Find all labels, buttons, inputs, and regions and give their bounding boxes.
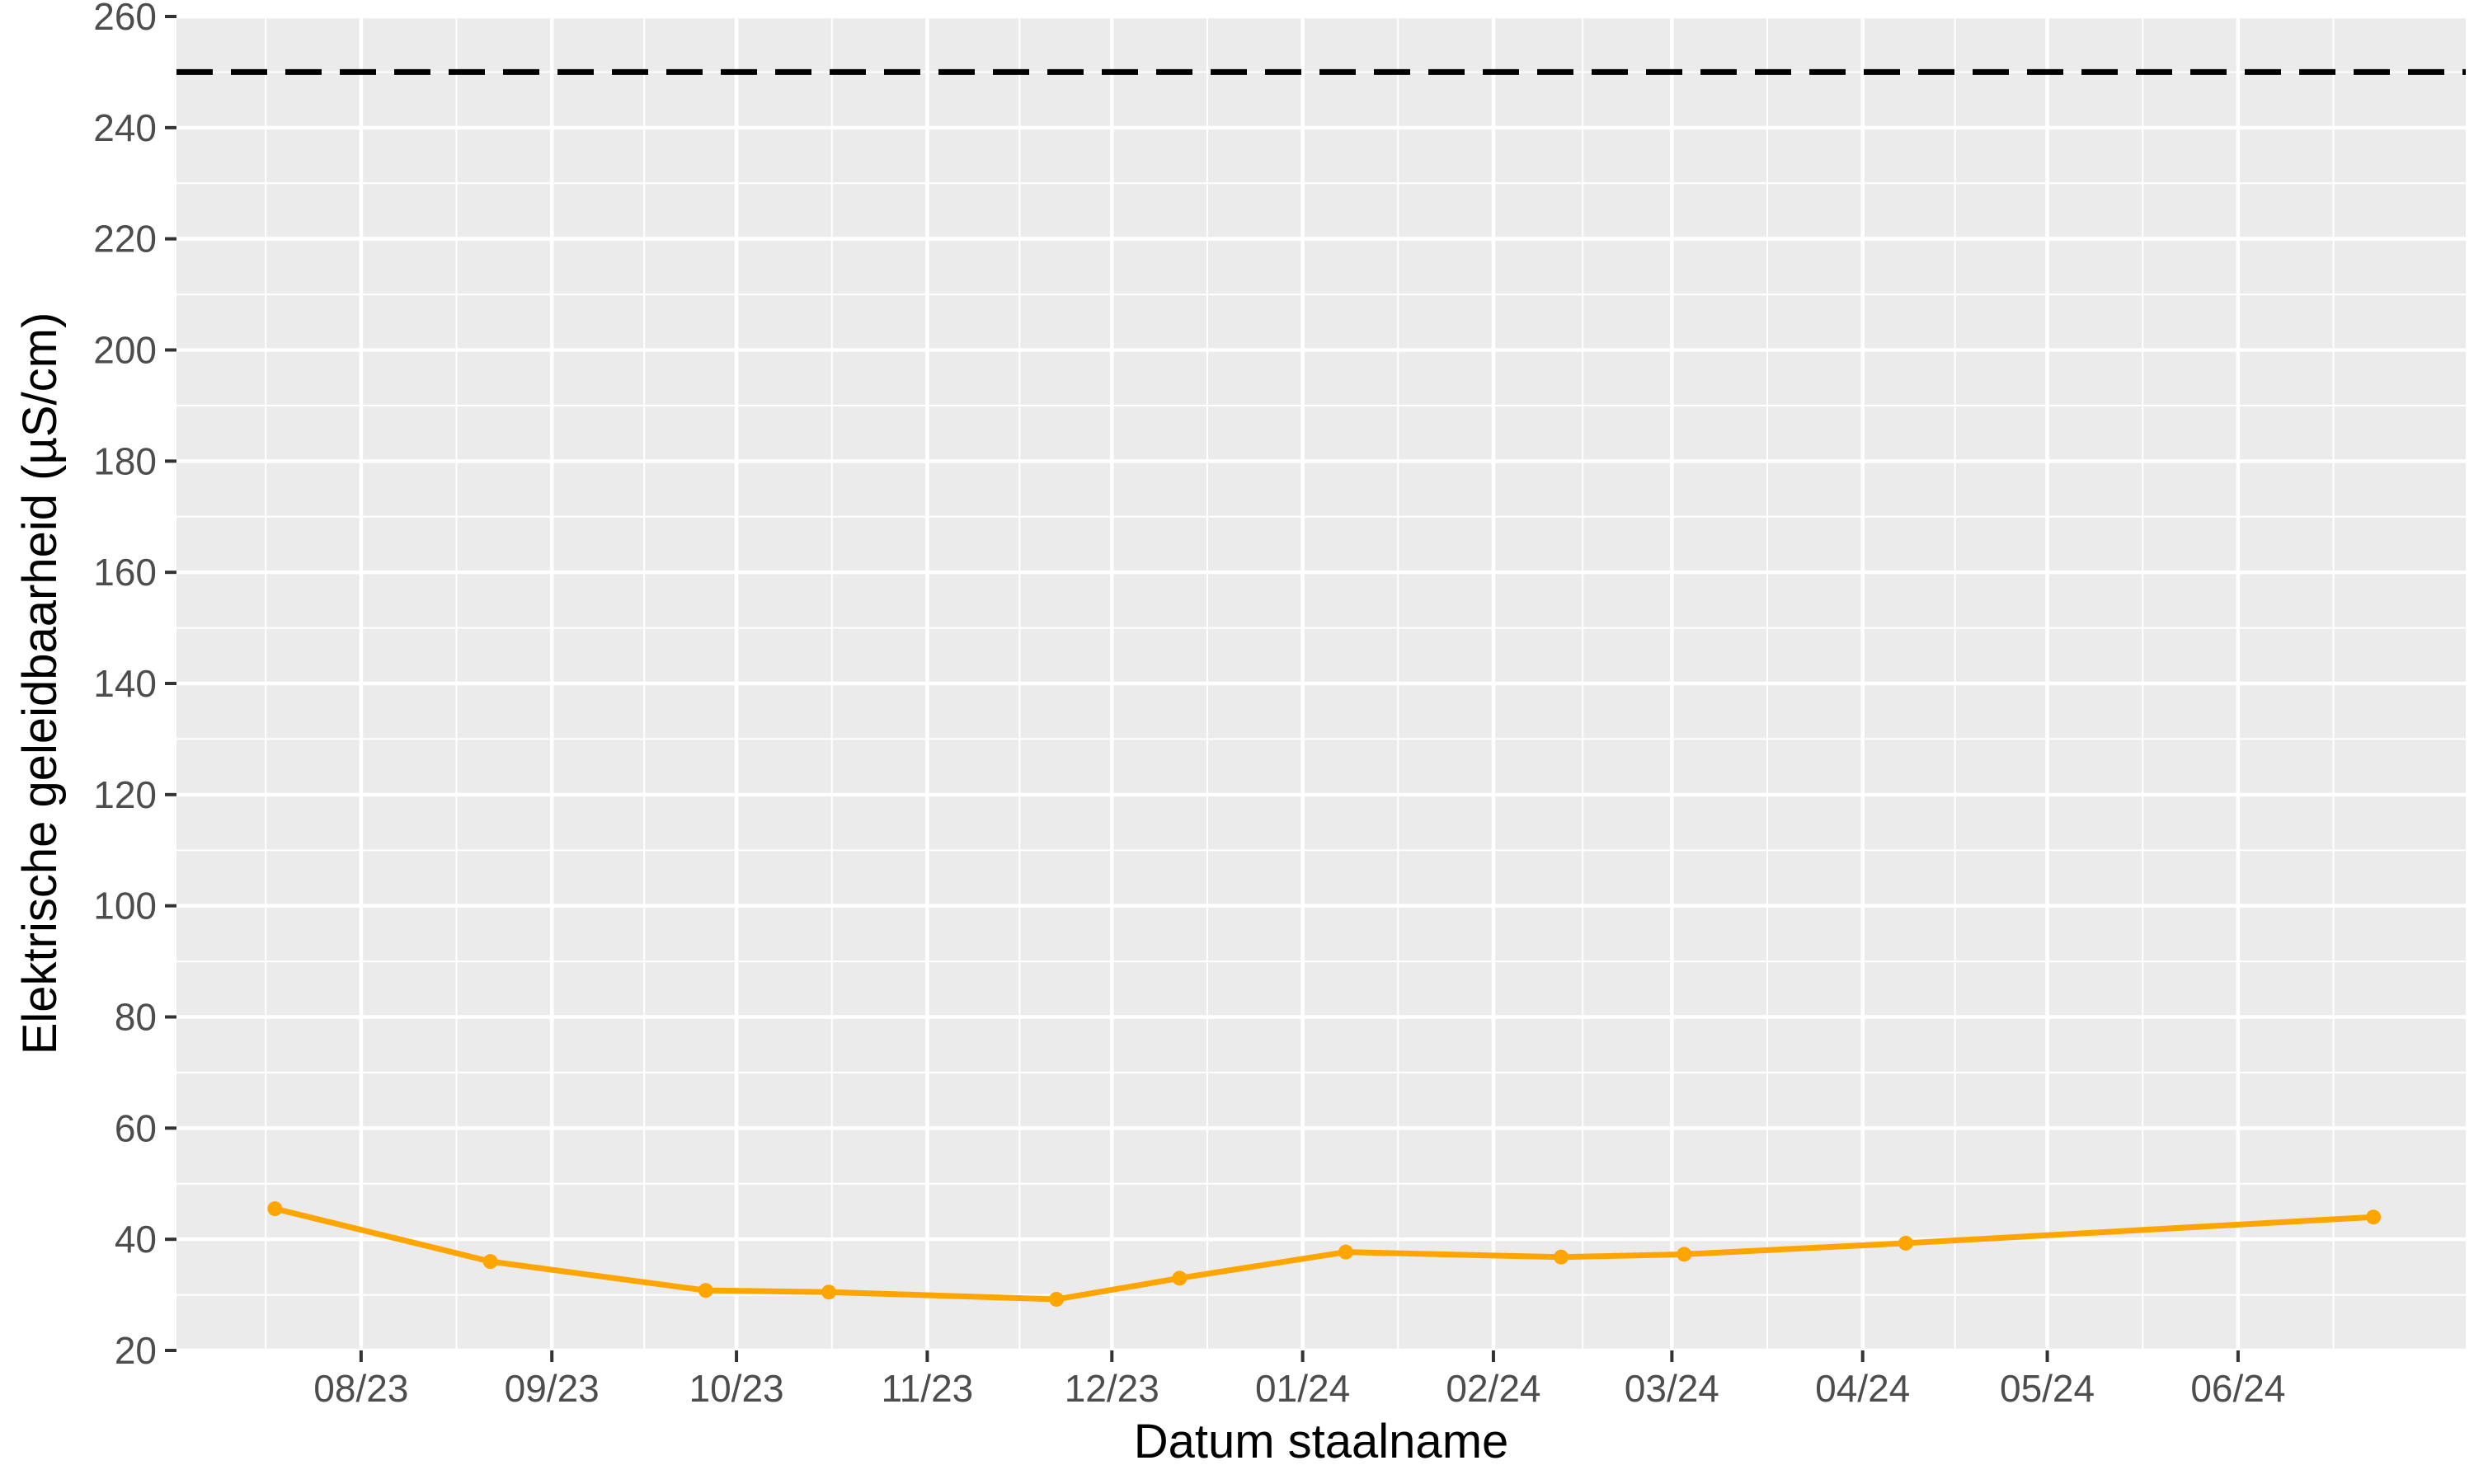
x-tick-label: 06/24 (2190, 1367, 2285, 1410)
y-tick-label: 180 (93, 439, 157, 482)
x-tick-label: 01/24 (1255, 1367, 1350, 1410)
data-point (1049, 1291, 1065, 1307)
series-group (267, 1201, 2382, 1307)
data-point (1677, 1247, 1692, 1262)
y-tick-label: 240 (93, 106, 157, 149)
data-point (821, 1284, 837, 1300)
data-point (267, 1201, 283, 1217)
y-tick-label: 80 (115, 996, 157, 1039)
y-tick-label: 20 (115, 1329, 157, 1372)
y-axis-title: Elektrische geleidbaarheid (µS/cm) (13, 312, 67, 1055)
axis-ticks (165, 15, 2240, 1362)
y-tick-labels: 20 40 60 80 100 120 140 160 180 200 220 240 260 (93, 0, 157, 1372)
x-tick-label: 04/24 (1815, 1367, 1910, 1410)
grid-major (176, 14, 2466, 1353)
y-tick-label: 60 (115, 1106, 157, 1149)
data-point (1338, 1244, 1353, 1260)
x-tick-label: 05/24 (2000, 1367, 2095, 1410)
y-tick-label: 220 (93, 218, 157, 261)
y-tick-label: 260 (93, 0, 157, 38)
data-point (1172, 1270, 1188, 1286)
x-tick-label: 11/23 (882, 1367, 974, 1410)
data-point (482, 1254, 498, 1270)
x-tick-labels: 08/23 09/23 10/23 11/23 12/23 01/24 02/24 03/24… (313, 1367, 2285, 1410)
data-point (1554, 1249, 1569, 1265)
x-tick-label: 03/24 (1625, 1367, 1719, 1410)
x-tick-label: 12/23 (1065, 1367, 1159, 1410)
x-axis-title: Datum staalname (1134, 1415, 1509, 1468)
y-tick-label: 200 (93, 329, 157, 372)
y-tick-label: 160 (93, 551, 157, 594)
y-tick-label: 100 (93, 885, 157, 928)
y-tick-label: 40 (115, 1218, 157, 1261)
data-point (2366, 1209, 2382, 1225)
x-tick-label: 08/23 (313, 1367, 408, 1410)
y-tick-label: 140 (93, 662, 157, 705)
data-point (698, 1283, 713, 1298)
x-tick-label: 10/23 (689, 1367, 784, 1410)
y-tick-label: 120 (93, 773, 157, 816)
data-point (1898, 1235, 1913, 1251)
x-tick-label: 02/24 (1446, 1367, 1540, 1410)
x-tick-label: 09/23 (505, 1367, 600, 1410)
